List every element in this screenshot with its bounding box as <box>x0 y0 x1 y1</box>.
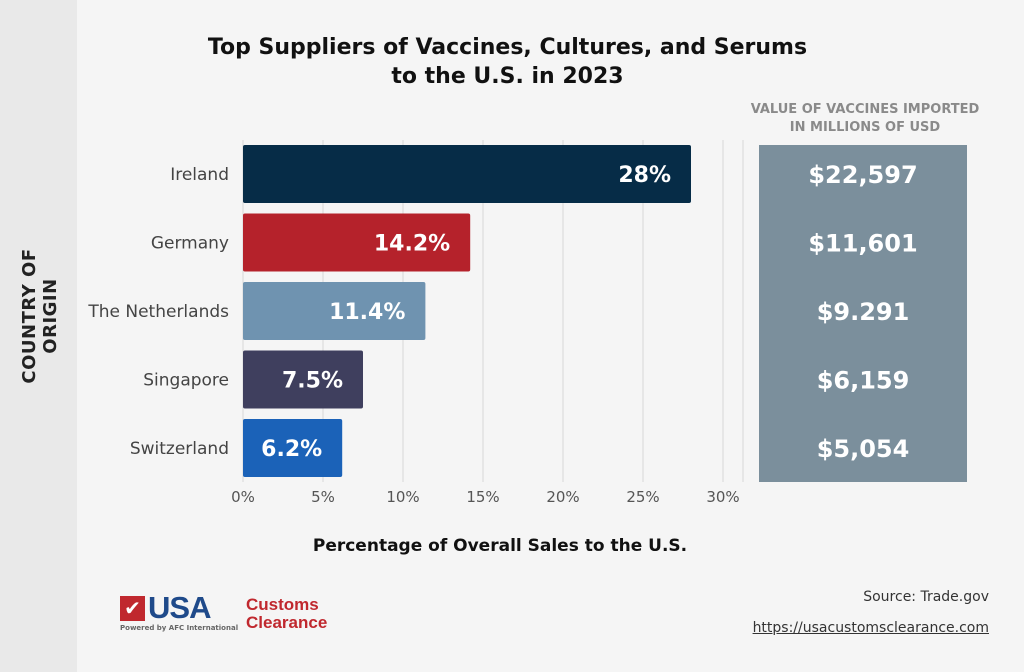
bar-the-netherlands <box>243 282 426 340</box>
checkmark-icon: ✔ <box>120 596 145 621</box>
data-label: 6.2% <box>261 437 322 462</box>
source-link[interactable]: https://usacustomsclearance.com <box>752 620 989 636</box>
x-tick-label: 20% <box>546 488 579 506</box>
category-label: Ireland <box>170 165 229 185</box>
x-tick-label: 5% <box>311 488 335 506</box>
x-tick-label: 25% <box>626 488 659 506</box>
data-label: 7.5% <box>282 369 343 394</box>
title-line-1: Top Suppliers of Vaccines, Cultures, and… <box>207 35 808 60</box>
x-axis-label: Percentage of Overall Sales to the U.S. <box>312 536 688 556</box>
import-value: $22,597 <box>808 161 917 189</box>
x-tick-label: 15% <box>466 488 499 506</box>
data-label: 14.2% <box>374 232 450 257</box>
left-band <box>0 0 77 672</box>
x-tick-label: 10% <box>386 488 419 506</box>
category-label: Germany <box>151 234 229 254</box>
bar-germany <box>243 213 471 272</box>
data-label: 28% <box>618 163 671 188</box>
title-line-2: to the U.S. in 2023 <box>391 64 624 89</box>
logo-line-2: Clearance <box>246 613 328 632</box>
import-value: $6,159 <box>817 367 910 395</box>
bar-ireland <box>243 145 691 203</box>
category-label: Switzerland <box>130 439 229 459</box>
import-value: $11,601 <box>808 230 917 258</box>
logo-usa: USA <box>148 590 211 625</box>
panel-title: VALUE OF VACCINES IMPORTED IN MILLIONS O… <box>720 101 1010 137</box>
bar-switzerland <box>243 419 343 477</box>
source-text: Source: Trade.gov <box>863 589 989 605</box>
bar-singapore <box>243 350 363 409</box>
import-value: $5,054 <box>817 435 910 463</box>
chart-title: Top Suppliers of Vaccines, Cultures, and… <box>100 33 915 91</box>
data-label: 11.4% <box>329 300 405 325</box>
logo-line-1: Customs <box>246 595 319 614</box>
value-panel <box>759 145 967 482</box>
logo-text: Customs Clearance <box>246 596 327 632</box>
panel-title-line-2: IN MILLIONS OF USD <box>789 120 941 135</box>
panel-title-line-1: VALUE OF VACCINES IMPORTED <box>750 102 980 117</box>
category-label: The Netherlands <box>87 302 229 322</box>
x-tick-label: 0% <box>231 488 255 506</box>
logo-tagline: Powered by AFC International <box>120 624 239 632</box>
category-label: Singapore <box>143 371 229 391</box>
x-tick-label: 30% <box>706 488 739 506</box>
import-value: $9.291 <box>817 298 910 326</box>
